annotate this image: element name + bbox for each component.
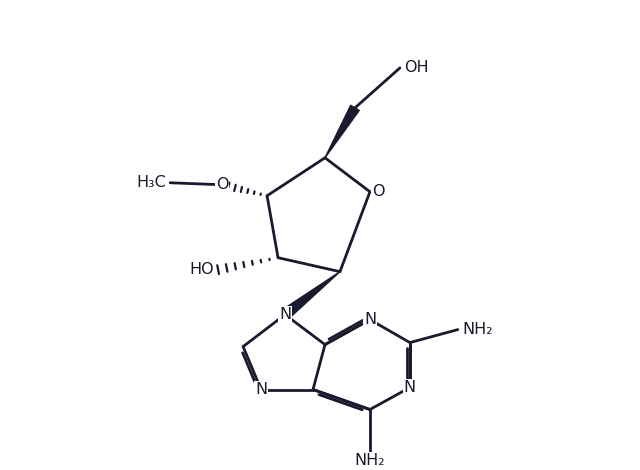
Text: N: N — [255, 382, 267, 397]
Text: O: O — [372, 184, 384, 199]
Text: N: N — [404, 380, 416, 395]
Text: O: O — [216, 177, 228, 192]
Text: H₃C: H₃C — [136, 175, 166, 190]
Polygon shape — [325, 105, 359, 158]
Text: N: N — [279, 307, 291, 322]
Polygon shape — [282, 272, 340, 319]
Text: NH₂: NH₂ — [355, 453, 385, 468]
Text: OH: OH — [404, 61, 429, 75]
Text: NH₂: NH₂ — [463, 322, 493, 337]
Text: HO: HO — [189, 262, 214, 277]
Text: N: N — [364, 312, 376, 327]
